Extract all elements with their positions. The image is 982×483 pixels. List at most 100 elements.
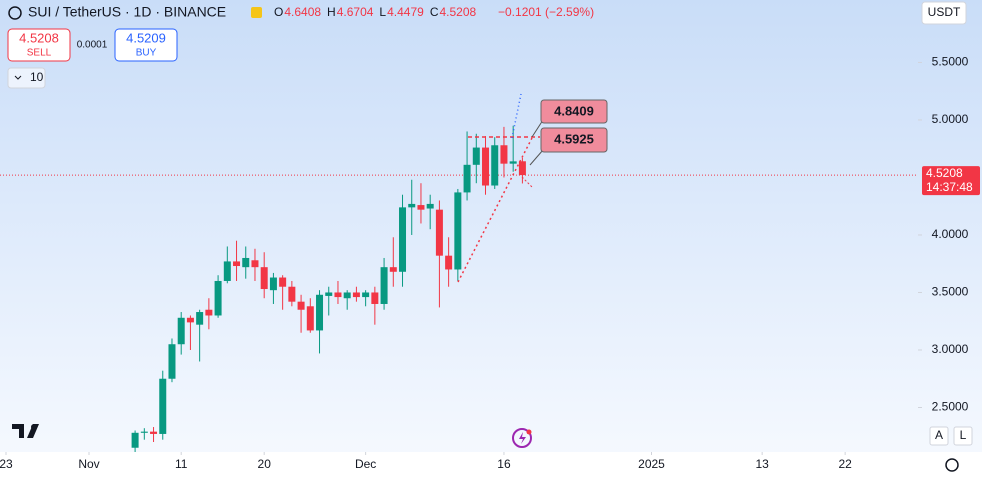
x-tick-label: 13 [755, 457, 769, 471]
indicators-count: 10 [30, 70, 44, 84]
legend-value: 4.6408 [284, 5, 321, 19]
candle-body [408, 203, 416, 208]
candle-body [482, 147, 490, 186]
auto-scale-button[interactable] [929, 426, 949, 446]
y-tick-label: 5.0000 [932, 112, 969, 126]
x-tick-label: 16 [497, 457, 511, 471]
x-tick-label: 20 [258, 457, 272, 471]
x-tick-label: 22 [838, 457, 852, 471]
candle-body [445, 255, 453, 270]
candle-body [352, 292, 360, 298]
x-tick-label: Dec [355, 457, 376, 471]
x-tick-label: Nov [78, 457, 99, 471]
candle-body [380, 267, 388, 304]
y-tick-label: 2.5000 [932, 400, 969, 414]
callout-pointer [529, 149, 544, 166]
candle-body [242, 257, 250, 268]
sell-price: 4.5208 [19, 30, 59, 45]
event-bolt [519, 432, 526, 444]
currency: USDT [928, 5, 961, 19]
event-icon[interactable] [512, 428, 532, 448]
candle-body [399, 207, 407, 272]
candle-body [186, 317, 194, 323]
overlay: 4.8409 4.5925 SUI / TetherUS · 1D · BINA… [0, 1, 980, 472]
candle-body [233, 261, 241, 267]
candle-body [288, 286, 296, 302]
tv-logo-dot [31, 424, 37, 430]
event-badge [526, 429, 532, 435]
candle-body [518, 161, 526, 176]
y-tick-label: 3.0000 [932, 342, 969, 356]
settings-icon[interactable] [945, 458, 959, 472]
last-price-box [922, 166, 980, 196]
candle-body [334, 292, 342, 298]
candle-body [297, 301, 305, 310]
chevron-icon [14, 75, 22, 80]
candle-body [472, 147, 480, 165]
callout-box [540, 99, 608, 124]
candle-body [205, 309, 213, 316]
time-axis-bg [0, 452, 982, 478]
candle-body [159, 378, 167, 434]
symbol-title[interactable]: SUI / TetherUS · 1D · BINANCE [28, 4, 226, 20]
auto-scale-label: A [935, 428, 943, 442]
sell-button[interactable] [7, 28, 71, 62]
candle-body [140, 431, 148, 433]
callout-text: 4.8409 [554, 103, 594, 118]
buy-price: 4.5209 [126, 30, 166, 45]
candle-body [435, 209, 443, 256]
x-tick-label: 11 [175, 457, 188, 471]
candle-body [306, 306, 314, 331]
callout-box [540, 127, 608, 153]
last-price-label: 4.5208 [926, 166, 963, 180]
candle-body [177, 317, 185, 345]
sell-label: SELL [27, 48, 52, 59]
candle-body [371, 292, 379, 304]
legend-value: 4.4479 [387, 5, 424, 19]
candle-body [343, 292, 351, 299]
y-tick-label: 5.5000 [932, 55, 969, 69]
candle-body [491, 145, 499, 186]
log-scale-label: L [960, 428, 967, 442]
candle-body [131, 432, 139, 448]
buy-button[interactable] [114, 28, 178, 62]
x-tick-label: 23 [0, 457, 13, 471]
indicators-toggle[interactable] [7, 67, 46, 89]
symbol-icon [8, 6, 22, 20]
legend-key: L [379, 5, 386, 19]
legend-key: H [327, 5, 336, 19]
buy-label: BUY [136, 48, 157, 59]
legend-value: 4.6704 [337, 5, 374, 19]
candle-body [269, 277, 277, 291]
candle-body [362, 292, 370, 298]
log-scale-button[interactable] [953, 426, 973, 446]
legend-value: 4.5208 [439, 5, 476, 19]
candle-body [260, 267, 268, 290]
countdown: 14:37:48 [926, 180, 973, 194]
ohlc-legend: O 4.6408 H 4.6704 L 4.4479 C 4.5208 [274, 5, 477, 19]
candle-body [417, 205, 425, 210]
candle-body [426, 203, 434, 209]
candle-body [223, 261, 231, 281]
candle-body [389, 267, 397, 272]
candle-body [463, 164, 471, 193]
candle-body [251, 260, 259, 268]
legend-key: C [430, 5, 439, 19]
candle-body [316, 294, 324, 331]
candle-body [325, 292, 333, 296]
flag-icon[interactable] [251, 7, 262, 18]
currency-button[interactable] [921, 1, 967, 25]
legend-key: O [274, 5, 283, 19]
change: −0.1201 (−2.59%) [498, 5, 594, 19]
candle-body [196, 312, 204, 325]
projection-line [457, 137, 533, 283]
candle-body [168, 344, 176, 379]
candle-body [454, 192, 462, 270]
candle-body [279, 277, 287, 287]
candle-body [509, 161, 517, 164]
plot [0, 125, 918, 452]
callout-pointer [531, 119, 544, 138]
callout-text: 4.5925 [554, 131, 594, 146]
